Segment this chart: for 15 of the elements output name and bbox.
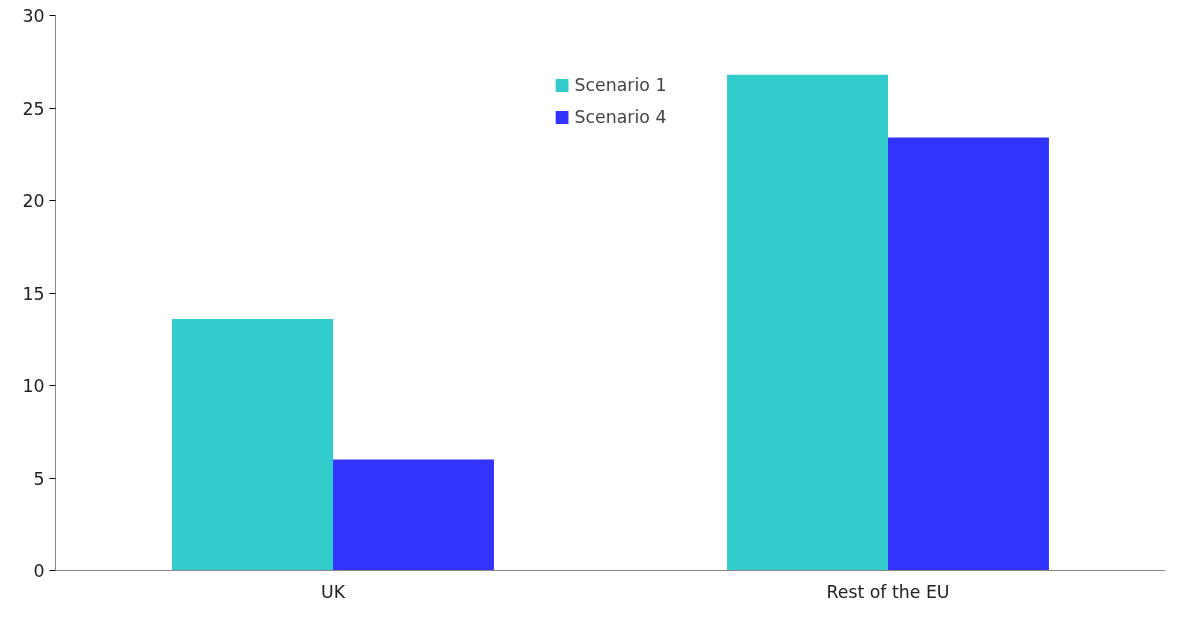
bar (172, 318, 333, 571)
y-tick-label: 30 (22, 6, 45, 26)
y-tick-label: 10 (22, 376, 45, 396)
y-tick-label: 20 (22, 191, 45, 211)
x-tick-label: Rest of the EU (826, 581, 950, 602)
bar (727, 74, 888, 571)
bar (333, 459, 494, 571)
x-tick-label: UK (320, 581, 346, 602)
y-tick-label: 5 (33, 468, 45, 489)
y-tick-label: 0 (33, 561, 45, 581)
bar (888, 137, 1049, 571)
legend-label: Scenario 1 (574, 75, 667, 95)
legend-label: Scenario 4 (574, 107, 667, 127)
y-tick-label: 25 (22, 98, 45, 119)
y-tick-label: 15 (22, 283, 45, 304)
